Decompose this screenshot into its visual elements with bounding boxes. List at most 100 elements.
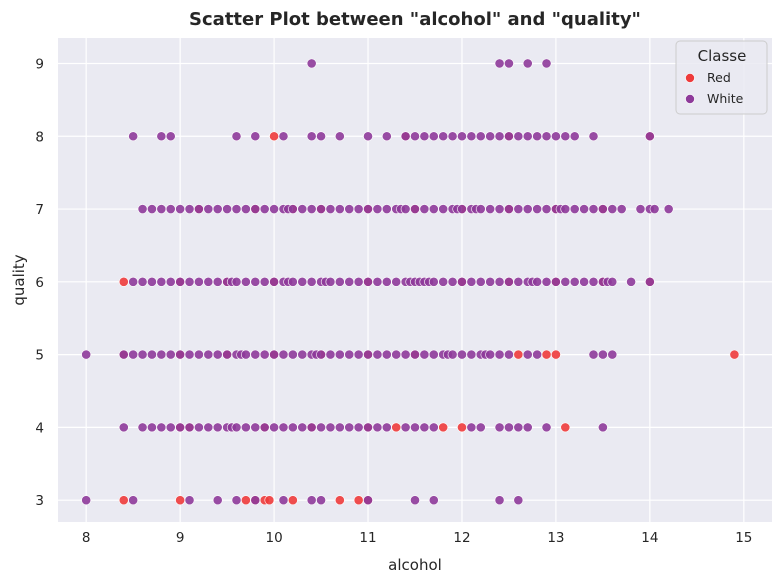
data-point-white — [278, 422, 289, 433]
legend-marker-white — [685, 94, 695, 104]
data-point-white — [203, 276, 214, 287]
data-point-white — [184, 422, 195, 433]
x-tick-label: 15 — [735, 530, 752, 546]
data-point-white — [372, 422, 383, 433]
data-point-white — [203, 204, 214, 214]
legend-label-red: Red — [707, 70, 731, 85]
data-point-white — [541, 204, 552, 214]
data-point-white — [494, 204, 505, 214]
x-tick-label: 9 — [176, 530, 185, 546]
data-point-white — [494, 276, 505, 287]
data-point-white — [212, 349, 223, 360]
data-point-white — [363, 422, 373, 433]
data-point-red — [269, 131, 279, 142]
data-point-white — [325, 276, 336, 287]
data-point-white — [165, 349, 176, 360]
data-point-white — [607, 276, 618, 287]
legend-title: Classe — [698, 47, 747, 65]
data-point-white — [457, 131, 467, 142]
data-point-white — [372, 204, 383, 214]
data-point-white — [419, 349, 430, 360]
data-point-white — [513, 204, 524, 214]
data-point-white — [475, 204, 486, 214]
data-point-white — [259, 276, 270, 287]
data-point-white — [504, 131, 514, 142]
data-point-white — [250, 349, 261, 360]
data-point-white — [334, 131, 345, 142]
y-axis-label: quality — [10, 254, 28, 305]
y-tick-label: 5 — [35, 348, 44, 364]
x-tick-label: 14 — [641, 530, 658, 546]
data-point-white — [551, 131, 561, 142]
y-tick-label: 8 — [35, 129, 44, 145]
data-point-white — [250, 131, 261, 142]
data-point-red — [560, 422, 571, 433]
data-point-white — [128, 349, 139, 360]
data-point-white — [381, 204, 392, 214]
data-point-white — [137, 204, 148, 214]
data-point-white — [250, 495, 261, 506]
data-point-white — [513, 495, 524, 506]
data-point-white — [240, 422, 251, 433]
data-point-white — [522, 204, 533, 214]
data-point-white — [306, 495, 317, 506]
data-point-red — [118, 276, 129, 287]
data-point-white — [419, 422, 430, 433]
data-point-white — [344, 204, 355, 214]
data-point-white — [607, 204, 618, 214]
data-point-white — [334, 349, 345, 360]
data-point-white — [438, 204, 449, 214]
data-point-white — [194, 276, 204, 287]
data-point-white — [137, 422, 148, 433]
data-point-white — [269, 349, 279, 360]
data-point-white — [128, 131, 139, 142]
data-point-white — [504, 276, 514, 287]
data-point-white — [269, 422, 279, 433]
data-point-white — [635, 204, 646, 214]
data-point-white — [551, 276, 561, 287]
data-point-white — [175, 349, 186, 360]
data-point-white — [203, 349, 214, 360]
x-tick-label: 12 — [453, 530, 470, 546]
data-point-white — [165, 204, 176, 214]
data-point-white — [250, 422, 261, 433]
data-point-white — [457, 204, 467, 214]
data-point-white — [541, 276, 552, 287]
data-point-white — [325, 422, 336, 433]
data-point-white — [541, 131, 552, 142]
data-point-white — [400, 349, 411, 360]
data-point-white — [485, 349, 496, 360]
data-point-white — [316, 349, 326, 360]
data-point-white — [494, 422, 505, 433]
data-point-white — [522, 131, 533, 142]
y-tick-label: 6 — [35, 275, 44, 291]
data-point-white — [504, 204, 514, 214]
y-tick-label: 7 — [35, 202, 44, 218]
data-point-white — [297, 422, 308, 433]
data-point-white — [391, 349, 402, 360]
data-point-white — [588, 131, 599, 142]
legend-label-white: White — [707, 91, 744, 106]
data-point-white — [588, 204, 599, 214]
data-point-white — [156, 131, 167, 142]
data-point-white — [287, 349, 298, 360]
data-point-white — [485, 131, 496, 142]
data-point-white — [560, 276, 571, 287]
data-point-white — [475, 422, 486, 433]
data-point-white — [569, 276, 580, 287]
data-point-white — [175, 276, 186, 287]
data-point-white — [250, 276, 261, 287]
data-point-white — [137, 276, 148, 287]
data-point-white — [316, 204, 326, 214]
data-point-white — [306, 422, 317, 433]
data-point-white — [372, 349, 383, 360]
data-point-white — [81, 349, 92, 360]
data-point-white — [212, 495, 223, 506]
data-point-white — [306, 204, 317, 214]
data-point-white — [569, 131, 580, 142]
data-point-white — [644, 131, 655, 142]
data-point-white — [419, 204, 430, 214]
data-point-white — [381, 422, 392, 433]
data-point-white — [363, 204, 373, 214]
data-point-red — [287, 495, 298, 506]
